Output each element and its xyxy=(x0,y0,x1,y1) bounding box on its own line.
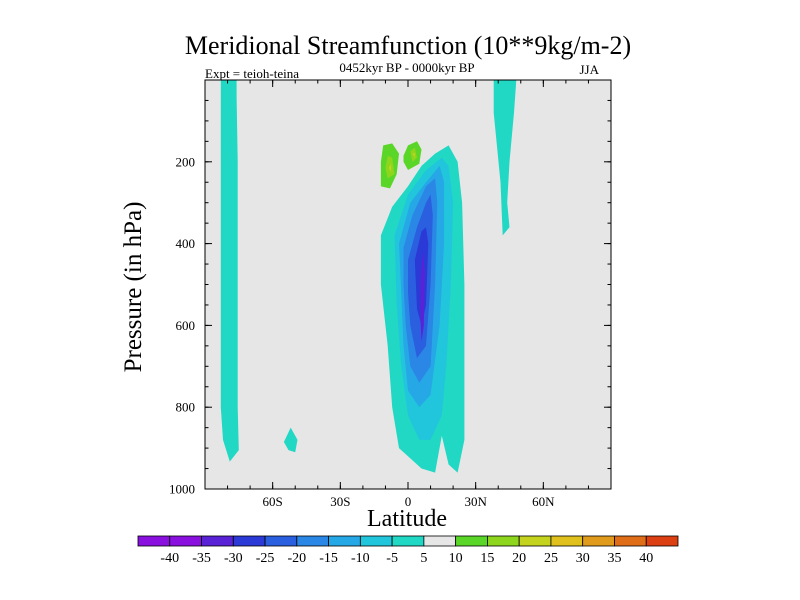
x-axis-label: Latitude xyxy=(367,506,447,532)
colorbar-label: -35 xyxy=(192,551,211,566)
y-tick-label: 800 xyxy=(176,400,196,415)
colorbar-box xyxy=(296,535,329,547)
period-label: 0452kyr BP - 0000kyr BP xyxy=(339,60,474,75)
colorbar-box xyxy=(487,535,520,547)
x-tick-label: 0 xyxy=(405,494,412,509)
colorbar-label: 40 xyxy=(639,551,653,566)
colorbar-label: 20 xyxy=(512,551,526,566)
colorbar-box xyxy=(455,535,488,547)
season-label: JJA xyxy=(579,62,599,77)
contour-region-17 xyxy=(493,80,517,236)
x-tick-label: 60N xyxy=(532,494,555,509)
colorbar-label: 5 xyxy=(420,551,427,566)
colorbar-box xyxy=(359,535,393,547)
colorbar-box xyxy=(201,535,234,547)
x-tick-label: 30S xyxy=(330,494,350,509)
y-tick-label: 400 xyxy=(176,236,196,251)
colorbar-label: -5 xyxy=(386,551,398,566)
colorbar-box xyxy=(391,535,425,547)
y-tick-label: 1000 xyxy=(169,482,195,497)
colorbar-box xyxy=(614,535,647,547)
chart-title: Meridional Streamfunction (10**9kg/m-2) xyxy=(185,31,631,60)
colorbar-box xyxy=(264,535,298,547)
colorbar-label: 30 xyxy=(576,551,590,566)
colorbar-label: -30 xyxy=(224,551,243,566)
y-axis-label: Pressure (in hPa) xyxy=(120,202,147,373)
contour-region-19 xyxy=(514,231,537,457)
contour-region-1 xyxy=(340,270,354,408)
colorbar-label: 15 xyxy=(480,551,494,566)
colorbar: -40 -35 -30 -25 -20 -15 -10 -5 5 10 15 20 25 30 35 40 xyxy=(137,535,679,566)
y-tick-label: 600 xyxy=(176,318,196,333)
colorbar-box xyxy=(137,535,171,547)
y-tick-label: 200 xyxy=(176,154,196,169)
colorbar-label: -10 xyxy=(351,551,370,566)
experiment-label: Expt = teioh-teina xyxy=(205,66,299,81)
colorbar-box xyxy=(328,535,361,547)
colorbar-label: 35 xyxy=(607,551,621,566)
contour-regions xyxy=(220,80,566,473)
x-tick-label: 30N xyxy=(464,494,487,509)
colorbar-box xyxy=(582,535,615,547)
plot-area: 60S 30S 0 30N 60N 200 400 600 800 1000 xyxy=(169,79,612,509)
colorbar-box xyxy=(232,535,266,547)
contour-region-18 xyxy=(538,80,566,432)
contour-region-16 xyxy=(420,251,425,342)
colorbar-label: -15 xyxy=(319,551,338,566)
x-tick-label: 60S xyxy=(263,494,283,509)
colorbar-box xyxy=(645,535,679,547)
colorbar-label: 25 xyxy=(544,551,558,566)
axes: 60S 30S 0 30N 60N 200 400 600 800 1000 xyxy=(169,79,612,509)
contour-region-8 xyxy=(388,163,392,172)
contour-region-9 xyxy=(412,152,415,158)
colorbar-box xyxy=(169,535,202,547)
colorbar-label: 10 xyxy=(449,551,463,566)
colorbar-label: -20 xyxy=(287,551,306,566)
colorbar-box xyxy=(550,535,584,547)
colorbar-box xyxy=(518,535,552,547)
colorbar-label: -25 xyxy=(256,551,275,566)
contour-region-2 xyxy=(283,427,298,453)
colorbar-label: -40 xyxy=(160,551,179,566)
colorbar-box xyxy=(423,535,457,547)
contour-region-0 xyxy=(220,80,239,462)
